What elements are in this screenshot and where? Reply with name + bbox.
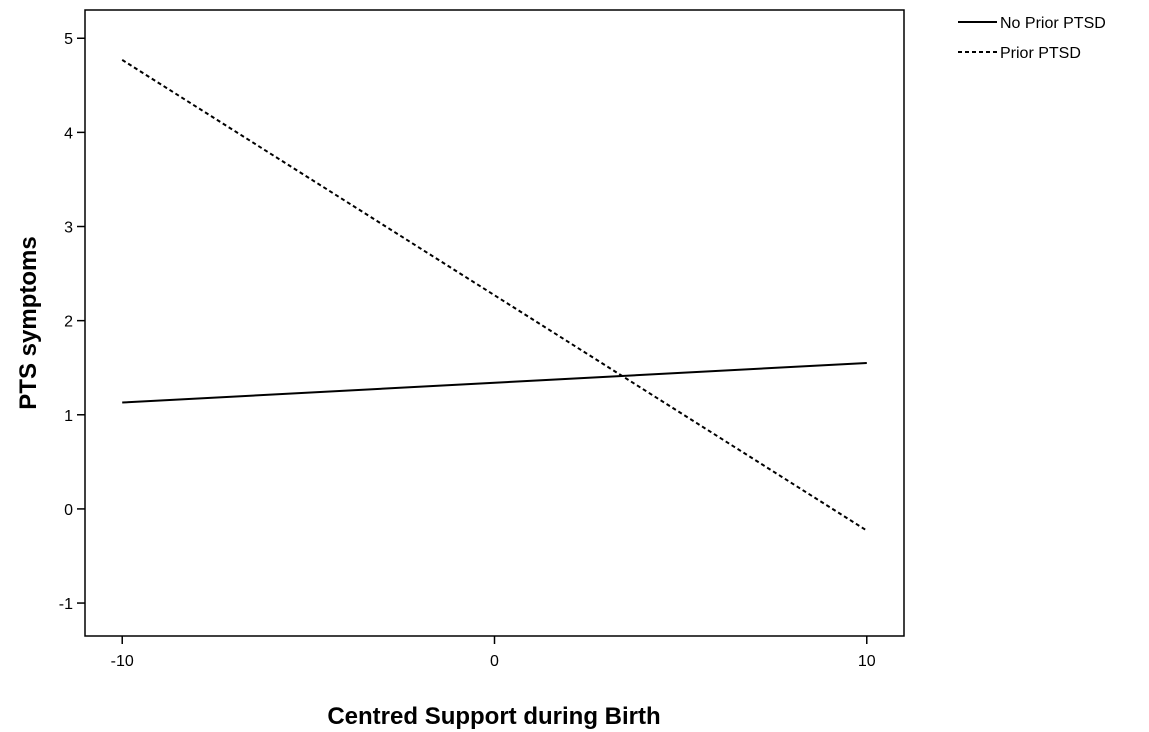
y-tick-label: 3	[64, 220, 73, 237]
y-tick-label: 5	[64, 31, 73, 48]
x-axis: -10 0 10	[111, 636, 876, 670]
y-tick-label: 2	[64, 314, 73, 331]
plot-area-frame	[84, 9, 905, 637]
series-line-prior-ptsd	[121, 59, 868, 532]
y-tick-label: 0	[64, 502, 73, 519]
x-tick-label: 0	[490, 653, 499, 670]
x-tick-label: -10	[111, 653, 134, 670]
legend: No Prior PTSD Prior PTSD	[958, 15, 1106, 62]
y-tick-label: 1	[64, 408, 73, 425]
y-tick-label: -1	[59, 596, 73, 613]
y-axis: -1 0 1 2 3 4 5	[59, 31, 85, 613]
series-lines	[121, 59, 868, 532]
legend-label-no-prior-ptsd: No Prior PTSD	[1000, 15, 1106, 32]
y-axis-title: PTS symptoms	[15, 236, 42, 409]
x-axis-title: Centred Support during Birth	[327, 703, 660, 730]
legend-label-prior-ptsd: Prior PTSD	[1000, 45, 1081, 62]
x-tick-label: 10	[858, 653, 876, 670]
y-tick-label: 4	[64, 125, 73, 142]
series-line-no-prior-ptsd	[122, 362, 867, 404]
